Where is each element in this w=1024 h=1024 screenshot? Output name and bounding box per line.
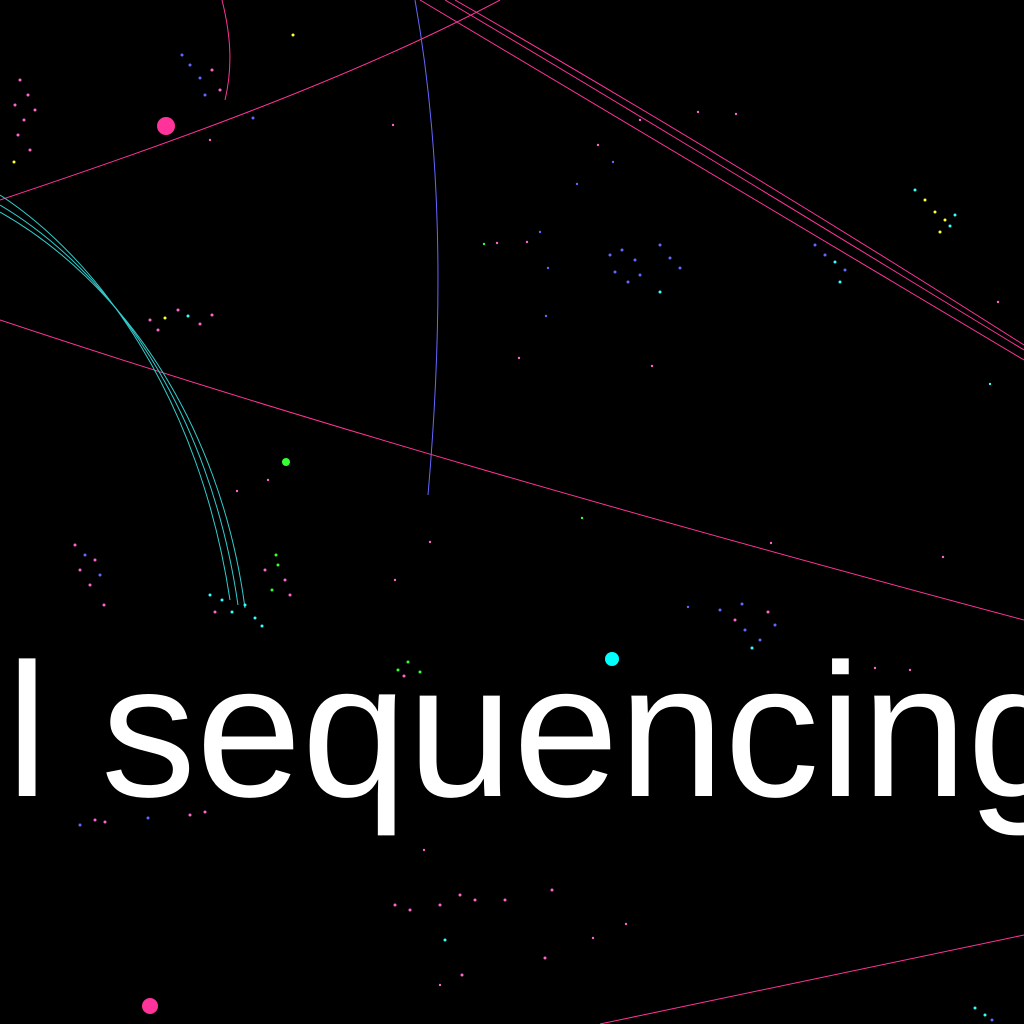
track-magenta-top-arc — [221, 0, 231, 101]
caption-text: l sequencing — [6, 625, 1024, 837]
track-blue-vertical — [414, 0, 439, 496]
hit-cluster-right-yellow — [913, 188, 957, 234]
hit-cluster-bottom — [393, 888, 554, 977]
track-magenta-top-right-2 — [444, 0, 1024, 351]
hit-cluster-top-left — [12, 78, 37, 164]
hit-cluster-lower-right — [718, 602, 777, 650]
hit-blob-magenta-bottom — [142, 998, 158, 1014]
hit-cluster-center-left — [263, 553, 292, 597]
hit-blob-green — [282, 458, 290, 466]
hit-cluster-below-caption — [78, 810, 207, 827]
hit-cluster-bottom-right-corner — [973, 1006, 994, 1022]
track-cyan-2 — [0, 204, 239, 606]
track-magenta-long-diagonal — [0, 319, 1024, 621]
track-magenta-top-right-3 — [454, 0, 1024, 346]
hit-blob-magenta — [157, 117, 175, 135]
hit-cluster-center — [608, 243, 682, 294]
hit-cluster-right-blue — [813, 243, 847, 284]
hit-cluster-top-center — [180, 33, 295, 120]
hit-cluster-green-small — [396, 660, 422, 678]
scattered-hits — [208, 110, 1000, 987]
hit-cluster-left — [73, 543, 106, 607]
track-cyan-1 — [0, 194, 231, 601]
track-magenta-upper-arc — [0, 0, 501, 201]
track-magenta-bottom-right — [599, 934, 1024, 1024]
hit-cluster-mid-left — [148, 308, 214, 332]
hit-blob-cyan — [605, 652, 619, 666]
track-magenta-top-right-1 — [419, 0, 1024, 361]
track-cyan-3 — [0, 211, 246, 609]
hit-cluster-cyan-end — [208, 593, 264, 628]
